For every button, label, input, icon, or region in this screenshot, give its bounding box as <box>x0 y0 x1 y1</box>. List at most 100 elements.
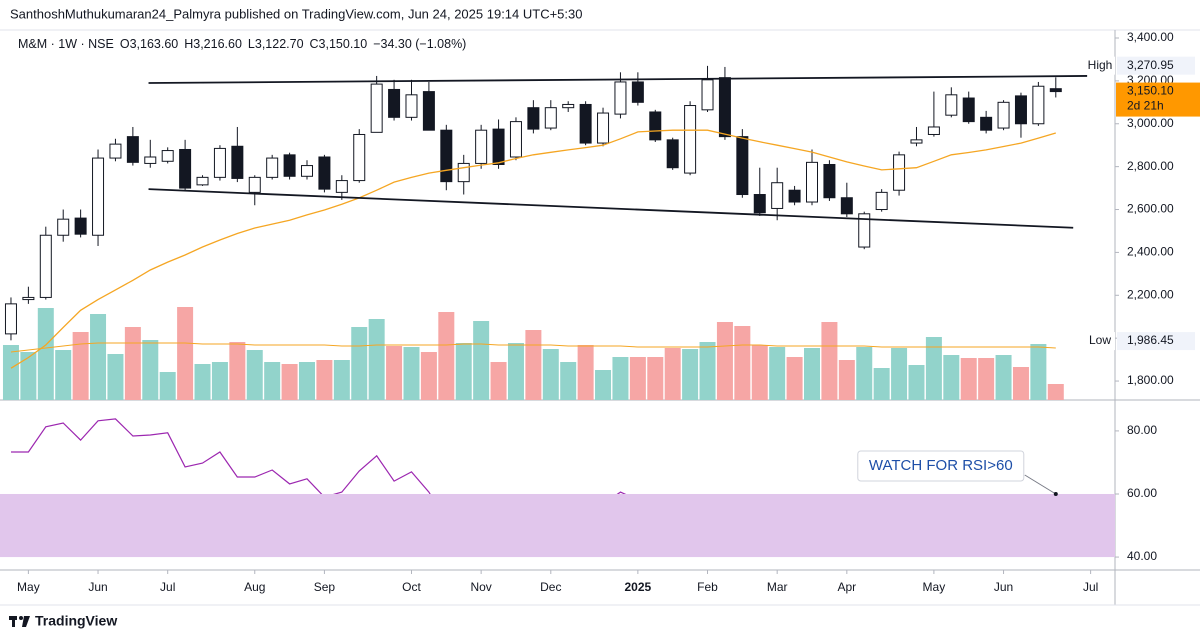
candle-body <box>231 145 244 179</box>
volume-bar <box>525 330 542 400</box>
y-tick-label: 1,800.00 <box>1127 373 1174 387</box>
candle-body <box>718 77 731 138</box>
legend-item: L3,122.70 <box>248 37 304 51</box>
volume-bar <box>751 345 768 400</box>
candle-body <box>301 165 314 177</box>
candle-body <box>806 161 819 203</box>
volume-bar <box>838 360 855 400</box>
legend: M&M · 1W · NSE O3,163.60 H3,216.60 L3,122.7… <box>18 37 466 51</box>
candle-body <box>74 217 87 235</box>
candle-body <box>109 143 122 159</box>
volume-bar <box>734 326 751 400</box>
candle-body <box>631 81 644 103</box>
volume-bar <box>629 357 646 400</box>
x-tick-label: Sep <box>314 580 336 594</box>
volume-bar <box>664 348 681 400</box>
volume-bar <box>716 322 733 400</box>
candle-body <box>753 194 766 214</box>
price-label-box <box>1085 56 1115 75</box>
volume-bar <box>577 345 594 400</box>
volume-bar <box>55 350 72 400</box>
header: SanthoshMuthukumaran24_Palmyra published… <box>10 6 582 21</box>
rsi-tick-label: 80.00 <box>1127 423 1157 437</box>
candle-body <box>684 105 697 174</box>
rsi-tick-label: 60.00 <box>1127 486 1157 500</box>
volume-bar <box>490 362 507 400</box>
candle-body <box>858 213 871 248</box>
candle-body <box>840 197 853 215</box>
x-tick-label: Jul <box>1083 580 1098 594</box>
candle-body <box>92 157 105 236</box>
volume-bar <box>177 307 194 400</box>
volume-bar <box>2 345 19 400</box>
volume-bar <box>159 372 176 400</box>
candle-body <box>927 126 940 135</box>
candle-body <box>492 128 505 165</box>
volume-bar <box>682 349 699 400</box>
volume-bar <box>386 346 403 400</box>
volume-bar <box>194 364 211 400</box>
candle-body <box>544 107 557 129</box>
volume-bar <box>978 358 995 400</box>
candle-body <box>771 182 784 209</box>
price-label-name: High <box>1088 58 1113 72</box>
candle-body <box>57 218 70 236</box>
volume-bar <box>473 321 490 400</box>
volume-bar <box>960 358 977 400</box>
candle-body <box>1032 85 1045 125</box>
x-tick-label: Jul <box>160 580 175 594</box>
volume-bar <box>925 337 942 400</box>
candle-body <box>388 88 401 118</box>
price-label-box <box>1117 332 1195 351</box>
volume-bar <box>560 362 577 400</box>
candle-body <box>370 83 383 133</box>
volume-bar <box>438 312 455 400</box>
candle-body <box>179 148 192 189</box>
x-tick-label: May <box>17 580 40 594</box>
candle-body <box>875 191 888 211</box>
volume-bar <box>804 348 821 400</box>
candle-body <box>649 111 662 141</box>
candle-body <box>893 154 906 191</box>
volume-bar <box>856 347 873 400</box>
candle-body <box>196 176 209 186</box>
rsi-tick-label: 40.00 <box>1127 549 1157 563</box>
y-tick-label: 2,800.00 <box>1127 159 1174 173</box>
candle-body <box>980 116 993 131</box>
x-tick-label: Nov <box>470 580 491 594</box>
candle-body <box>614 81 627 115</box>
volume-bar <box>769 347 786 400</box>
volume-bar <box>90 314 107 400</box>
moving-average <box>10 129 1056 369</box>
volume-bar <box>142 340 159 400</box>
candle-body <box>422 91 435 131</box>
legend-item: H3,216.60 <box>184 37 242 51</box>
y-tick-label: 2,600.00 <box>1127 202 1174 216</box>
price-label-box <box>1117 56 1195 75</box>
volume-bar <box>211 362 228 400</box>
x-tick-label: Jun <box>994 580 1013 594</box>
volume-bar <box>647 357 664 400</box>
candle-body <box>440 129 453 183</box>
candle-body <box>318 156 331 190</box>
y-tick-label: 2,200.00 <box>1127 287 1174 301</box>
annotation-point <box>1053 491 1058 496</box>
candle-body <box>4 303 17 335</box>
candle-body <box>39 234 52 298</box>
candle-body <box>736 136 749 196</box>
volume-bar <box>943 355 960 400</box>
x-tick-label: Mar <box>767 580 788 594</box>
price-label-value: 1,986.45 <box>1127 333 1174 347</box>
candle-body <box>22 296 35 301</box>
volume-bar <box>107 354 124 400</box>
candle-body <box>1014 95 1027 125</box>
volume-bar <box>316 360 333 400</box>
y-tick-label: 3,000.00 <box>1127 116 1174 130</box>
volume-bar <box>612 357 629 400</box>
plot-area <box>2 65 1088 549</box>
volume-bar <box>246 350 263 400</box>
volume-bar <box>124 327 141 400</box>
last-price-badge <box>1116 82 1200 117</box>
